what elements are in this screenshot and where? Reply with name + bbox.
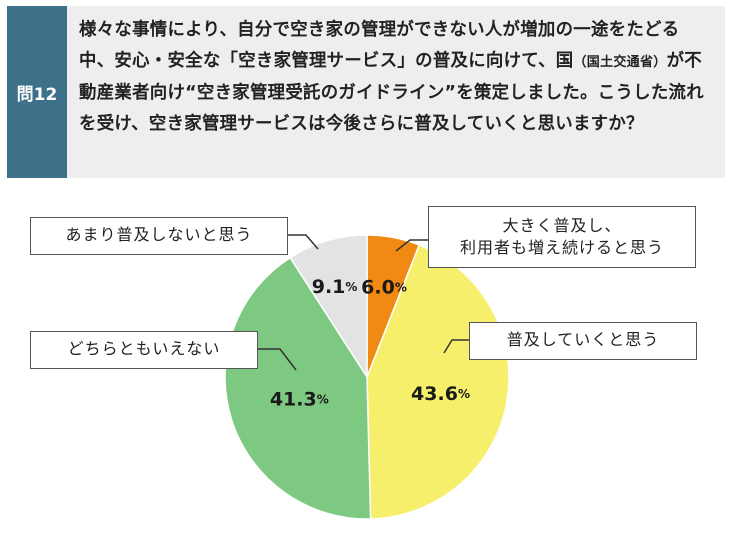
- pie-value-widespread: 6.0%: [361, 276, 407, 298]
- question-text-part1: 様々な事情により、自分で空き家の管理ができない人が増加の一途をたどる中、安心・安…: [79, 20, 680, 71]
- question-text: 様々な事情により、自分で空き家の管理ができない人が増加の一途をたどる中、安心・安…: [67, 6, 725, 178]
- pie-svg: 6.0% 43.6% 41.3% 9.1%: [224, 234, 510, 520]
- slice-label-spread: 普及していくと思う: [469, 322, 697, 360]
- pie-value-neutral: 41.3%: [270, 388, 329, 410]
- leader-line-neutral: [256, 348, 297, 371]
- pie-chart: 6.0% 43.6% 41.3% 9.1% 大きく普及し、 利用者も増え続けると思う …: [0, 185, 738, 534]
- pie-slice-neutral: [224, 256, 372, 520]
- leader-line-widespread: [395, 239, 428, 252]
- question-box: 問12 様々な事情により、自分で空き家の管理ができない人が増加の一途をたどる中、…: [7, 6, 725, 178]
- question-number: 問12: [7, 6, 67, 178]
- slice-label-neutral: どちらともいえない: [30, 331, 258, 369]
- slice-label-widespread: 大きく普及し、 利用者も増え続けると思う: [428, 206, 696, 268]
- question-text-part2: が不動産業者向け“空き家管理受託のガイドライン”を策定しました。こうした流れを受…: [79, 51, 704, 134]
- question-text-small: （国土交通省）: [573, 55, 667, 70]
- pie-slice-not-spread: [289, 234, 368, 380]
- slice-label-not-spread: あまり普及しないと思う: [30, 217, 288, 255]
- pie-value-spread: 43.6%: [411, 382, 470, 404]
- pie-slice-spread: [366, 243, 510, 520]
- leader-line-spread: [443, 339, 469, 354]
- pie-value-not-spread: 9.1%: [312, 276, 358, 298]
- leader-line-not-spread: [286, 234, 319, 250]
